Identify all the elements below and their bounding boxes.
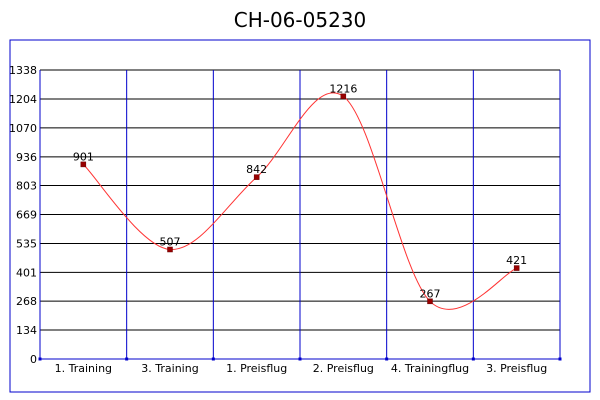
- y-tick-label: 1204: [9, 93, 37, 106]
- x-axis-tick: [38, 357, 42, 361]
- y-tick-label: 936: [16, 151, 37, 164]
- data-label: 267: [420, 287, 441, 300]
- y-tick-label: 669: [16, 209, 37, 222]
- chart-title: CH-06-05230: [233, 8, 367, 32]
- x-axis-tick: [558, 357, 562, 361]
- data-label: 1216: [329, 82, 357, 95]
- x-axis-tick: [125, 357, 129, 361]
- y-tick-label: 134: [16, 324, 37, 337]
- data-point: [513, 265, 520, 271]
- data-point: [340, 93, 347, 100]
- x-axis-tick: [298, 357, 302, 361]
- x-axis-tick: [471, 357, 475, 361]
- x-tick-label: 2. Preisflug: [313, 362, 374, 375]
- y-tick-label: 0: [30, 353, 37, 366]
- chart-frame: [9, 39, 591, 393]
- y-tick-label: 803: [16, 180, 37, 193]
- data-point: [167, 246, 173, 253]
- y-tick-label: 1338: [9, 64, 37, 77]
- y-tick-label: 1070: [9, 122, 37, 135]
- data-point: [427, 298, 433, 305]
- data-label: 507: [160, 235, 181, 248]
- data-label: 842: [246, 163, 267, 176]
- data-label: 901: [73, 150, 94, 163]
- series-line: [82, 92, 517, 310]
- x-tick-label: 4. Trainingflug: [391, 362, 469, 375]
- y-tick-label: 401: [16, 266, 37, 279]
- x-tick-label: 1. Training: [55, 362, 112, 375]
- x-axis-tick: [211, 357, 215, 361]
- x-tick-label: 1. Preisflug: [226, 362, 287, 375]
- x-tick-label: 3. Training: [141, 362, 198, 375]
- data-point: [80, 161, 87, 168]
- x-tick-label: 3. Preisflug: [486, 362, 547, 375]
- x-axis-tick: [385, 357, 389, 361]
- data-label: 421: [506, 254, 527, 267]
- y-tick-label: 535: [16, 237, 37, 250]
- y-tick-label: 268: [16, 295, 37, 308]
- data-point: [253, 174, 260, 180]
